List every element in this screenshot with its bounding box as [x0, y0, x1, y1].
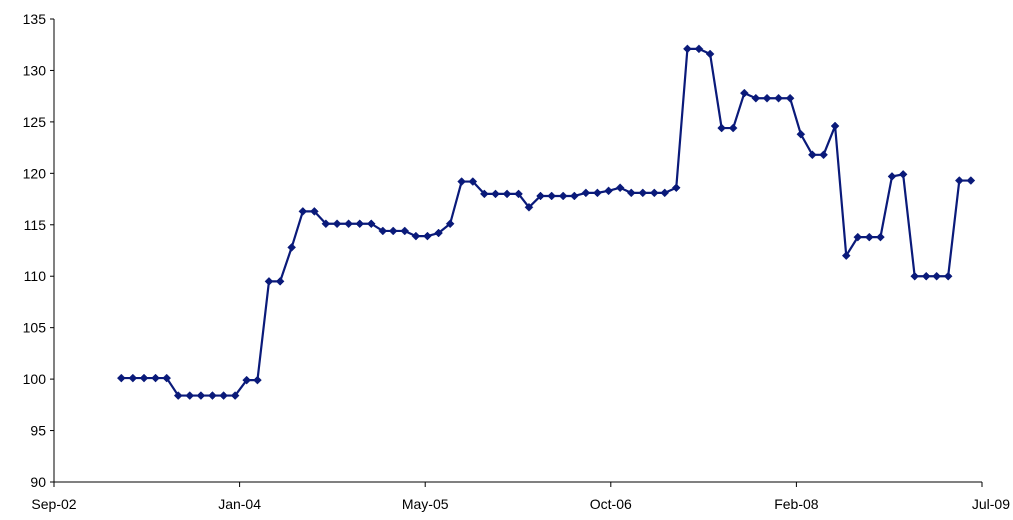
y-tick-label: 105 — [23, 320, 47, 336]
y-tick-label: 135 — [23, 11, 47, 27]
y-tick-label: 115 — [24, 217, 47, 233]
data-point-marker — [547, 191, 557, 201]
data-point-marker — [162, 373, 172, 383]
data-point-marker — [864, 232, 874, 242]
data-point-marker — [264, 277, 274, 286]
y-tick-label: 125 — [23, 114, 47, 130]
data-point-marker — [196, 391, 206, 400]
data-point-marker — [524, 202, 534, 212]
data-point-marker — [671, 183, 681, 193]
data-point-marker — [344, 219, 353, 229]
data-point-marker — [604, 186, 613, 196]
data-point-marker — [796, 129, 806, 139]
axes: 90 95 100 105 110 115 120 125 130 135 Sep-02 Jan-04… — [23, 11, 1011, 512]
data-point-marker — [423, 231, 432, 241]
data-point-marker — [321, 219, 331, 229]
series-group — [116, 44, 976, 400]
data-point-marker — [751, 93, 761, 103]
data-point-marker — [660, 188, 670, 198]
data-point-marker — [615, 183, 625, 193]
data-point-marker — [626, 188, 636, 198]
data-point-marker — [173, 391, 183, 400]
data-point-marker — [253, 375, 262, 385]
data-point-marker — [966, 176, 976, 185]
x-tick-label: Jan-04 — [218, 496, 261, 512]
data-point-marker — [943, 271, 953, 281]
data-point-marker — [887, 172, 897, 181]
data-point-marker — [898, 170, 908, 179]
data-point-marker — [728, 123, 738, 133]
data-point-marker — [514, 189, 523, 199]
data-point-marker — [921, 271, 931, 281]
y-tick-label: 90 — [30, 474, 46, 490]
data-point-marker — [275, 277, 285, 286]
data-point-marker — [139, 373, 149, 383]
data-point-marker — [774, 93, 783, 103]
data-point-marker — [502, 189, 512, 199]
data-point-marker — [457, 177, 467, 186]
data-point-marker — [411, 231, 421, 241]
x-tick-label: Jul-09 — [972, 496, 1010, 512]
data-point-marker — [694, 44, 704, 54]
data-point-marker — [128, 373, 138, 383]
y-tick-label: 120 — [23, 165, 47, 181]
data-point-marker — [298, 207, 308, 216]
y-tick-label: 110 — [24, 268, 47, 284]
data-point-marker — [310, 207, 319, 216]
data-point-marker — [332, 219, 342, 229]
data-point-marker — [400, 226, 410, 236]
x-tick-label: May-05 — [402, 496, 449, 512]
data-point-marker — [705, 49, 715, 59]
data-point-marker — [841, 251, 851, 260]
data-point-marker — [954, 176, 964, 185]
data-point-marker — [151, 373, 160, 383]
y-tick-label: 100 — [23, 371, 47, 387]
data-point-marker — [762, 93, 772, 103]
data-point-marker — [468, 177, 478, 186]
data-point-marker — [717, 123, 726, 133]
data-point-marker — [558, 191, 568, 201]
data-point-marker — [219, 391, 228, 400]
data-point-marker — [785, 93, 795, 103]
data-point-marker — [208, 391, 217, 400]
x-tick-label: Sep-02 — [31, 496, 76, 512]
data-point-marker — [649, 188, 659, 198]
data-point-marker — [479, 189, 489, 199]
data-point-marker — [445, 219, 455, 229]
data-point-marker — [536, 191, 545, 201]
data-point-marker — [378, 226, 388, 236]
data-point-marker — [910, 271, 920, 281]
data-point-marker — [185, 391, 195, 400]
data-point-marker — [819, 150, 828, 160]
data-point-marker — [388, 226, 398, 236]
data-point-marker — [581, 188, 591, 198]
y-tick-label: 130 — [23, 62, 47, 78]
data-point-marker — [932, 271, 941, 281]
data-point-marker — [569, 191, 579, 201]
series-line — [121, 47, 971, 397]
data-point-marker — [116, 373, 126, 383]
data-point-marker — [853, 232, 863, 242]
data-point-marker — [593, 188, 602, 198]
data-point-marker — [355, 219, 365, 229]
data-point-marker — [366, 219, 376, 229]
data-point-marker — [739, 88, 749, 98]
data-point-marker — [491, 189, 500, 199]
data-point-marker — [638, 188, 648, 198]
data-point-marker — [287, 243, 297, 252]
x-tick-label: Feb-08 — [774, 496, 819, 512]
data-point-marker — [242, 375, 252, 385]
data-point-marker — [683, 44, 692, 54]
data-point-marker — [876, 232, 885, 242]
x-tick-label: Oct-06 — [590, 496, 632, 512]
data-point-marker — [434, 228, 443, 238]
data-point-marker — [830, 121, 840, 131]
y-tick-label: 95 — [30, 423, 46, 439]
data-point-marker — [230, 391, 240, 400]
data-point-marker — [808, 150, 817, 160]
